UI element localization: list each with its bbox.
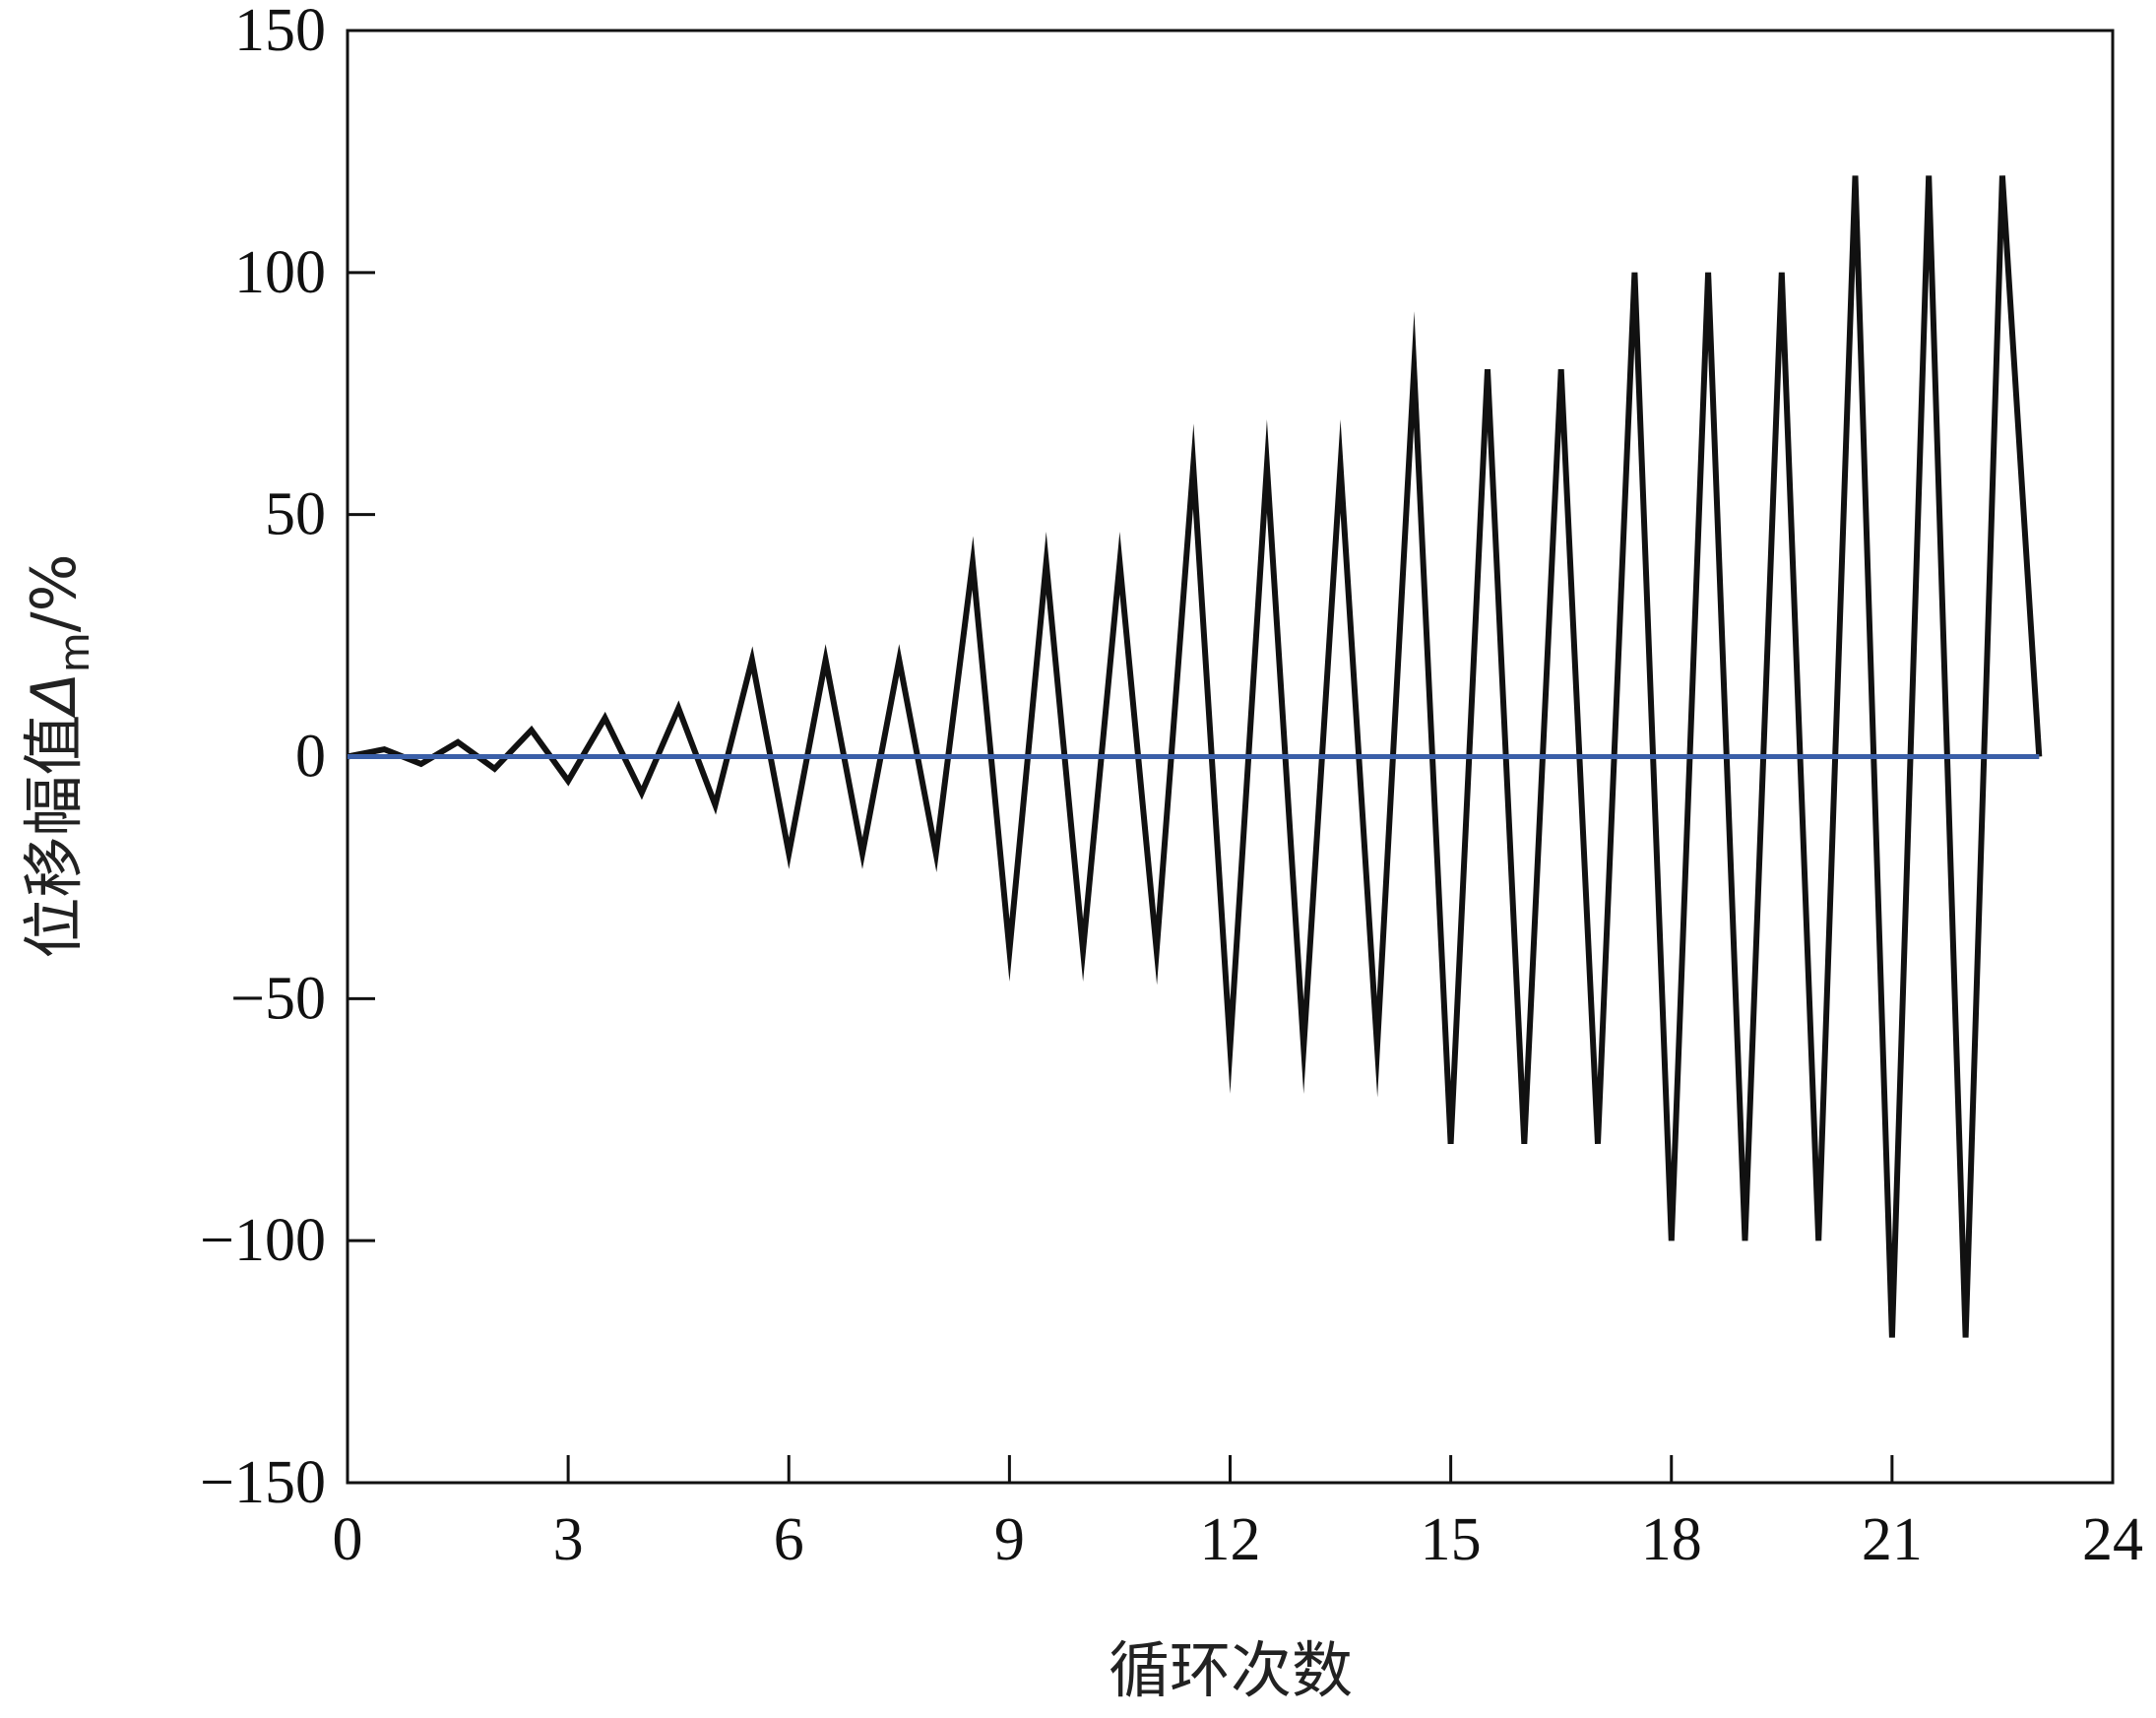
y-axis-title-text: 位移幅值 — [18, 715, 90, 959]
x-tick-label: 18 — [1641, 1506, 1702, 1573]
x-tick-label: 3 — [553, 1506, 584, 1573]
x-axis-title: 循环次数 — [1109, 1634, 1353, 1706]
x-tick-label: 21 — [1862, 1506, 1923, 1573]
x-tick-label: 9 — [994, 1506, 1025, 1573]
y-tick-label: 0 — [295, 724, 326, 791]
y-axis-title: 位移幅值Δm/% — [18, 553, 98, 958]
x-tick-label: 6 — [774, 1506, 804, 1573]
y-axis-title-symbol: Δ — [18, 672, 90, 718]
series-group — [347, 175, 2043, 1338]
x-tick-label: 12 — [1200, 1506, 1261, 1573]
y-tick-label: −100 — [200, 1207, 326, 1274]
y-tick-label: 50 — [265, 481, 326, 548]
y-axis-title-unit: /% — [18, 553, 90, 632]
y-axis-title-subscript: m — [50, 632, 98, 672]
axis-tick-labels: 0 3 6 9 12 15 18 21 24 −150 −100 −50 0 50 100 150 — [200, 0, 2143, 1573]
y-tick-label: 150 — [234, 0, 326, 64]
y-tick-label: −50 — [230, 965, 326, 1032]
y-tick-label: −150 — [200, 1449, 326, 1516]
series-line-displacement — [347, 175, 2043, 1338]
y-tick-label: 100 — [234, 239, 326, 306]
x-tick-label: 24 — [2082, 1506, 2143, 1573]
x-tick-label: 15 — [1421, 1506, 1482, 1573]
x-tick-label: 0 — [333, 1506, 363, 1573]
